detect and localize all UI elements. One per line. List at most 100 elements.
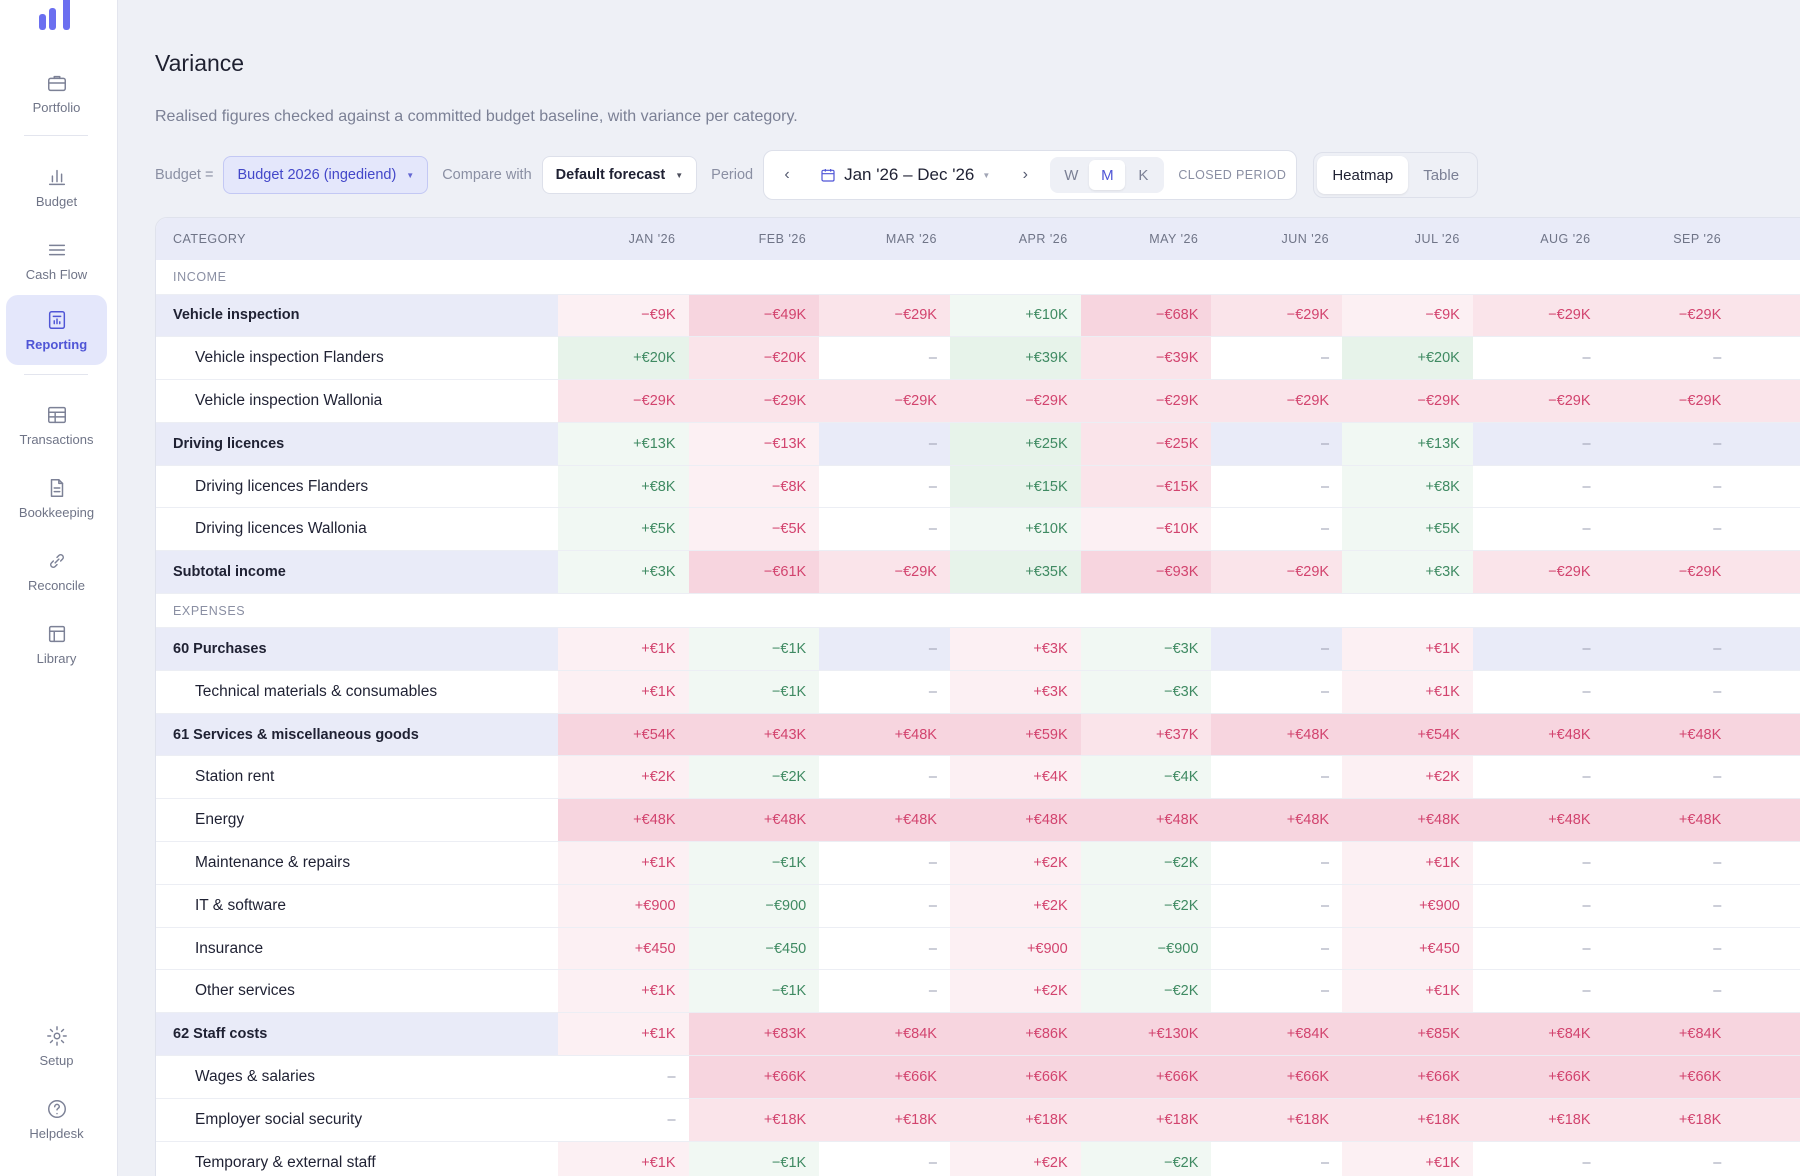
variance-cell[interactable]: +€18K — [819, 1098, 950, 1142]
variance-cell[interactable]: – — [1734, 927, 1800, 971]
variance-cell[interactable]: – — [1211, 884, 1343, 928]
variance-cell[interactable]: +€66K — [1734, 1055, 1800, 1099]
variance-cell[interactable]: – — [1603, 969, 1735, 1014]
column-header-month[interactable]: JUL '26 — [1342, 218, 1473, 260]
variance-cell[interactable]: – — [1603, 755, 1735, 800]
variance-cell[interactable]: −€93K — [1080, 550, 1212, 595]
variance-cell[interactable]: +€3K — [557, 550, 689, 595]
variance-cell[interactable]: +€1K — [557, 969, 689, 1014]
variance-cell[interactable]: −€61K — [688, 550, 820, 595]
table-group-row[interactable]: Vehicle inspection −€9K −€49K −€29K +€10K −€6… — [156, 294, 1800, 338]
variance-cell[interactable]: +€2K — [949, 884, 1081, 928]
variance-cell[interactable]: −€1K — [688, 670, 820, 714]
variance-cell[interactable]: – — [1472, 465, 1604, 509]
column-header-month[interactable]: SEP '26 — [1603, 218, 1735, 260]
variance-cell[interactable]: – — [819, 507, 950, 552]
variance-cell[interactable]: +€48K — [1211, 798, 1343, 843]
variance-cell[interactable]: +€66K — [1472, 1055, 1604, 1099]
variance-cell[interactable]: +€84K — [1603, 1012, 1735, 1057]
variance-cell[interactable]: −€29K — [1472, 379, 1604, 423]
variance-cell[interactable]: – — [819, 969, 950, 1014]
view-heatmap-tab[interactable]: Heatmap — [1317, 156, 1409, 194]
variance-cell[interactable]: −€29K — [1472, 550, 1604, 595]
variance-cell[interactable]: +€1K — [557, 1012, 689, 1057]
variance-cell[interactable]: – — [1603, 927, 1735, 971]
variance-cell[interactable]: +€86K — [949, 1012, 1081, 1057]
variance-cell[interactable]: – — [1734, 755, 1800, 800]
variance-cell[interactable]: – — [1734, 422, 1800, 466]
variance-cell[interactable]: −€2K — [1080, 884, 1212, 928]
table-row[interactable]: Wages & salaries – +€66K +€66K +€66K +€66K +€6… — [156, 1055, 1800, 1099]
variance-cell[interactable]: – — [819, 1141, 950, 1176]
variance-cell[interactable]: – — [1603, 336, 1735, 381]
variance-cell[interactable]: +€59K — [949, 713, 1081, 757]
next-period-button[interactable]: › — [1022, 166, 1028, 183]
variance-cell[interactable]: +€450 — [1342, 927, 1473, 971]
variance-cell[interactable]: −€29K — [1211, 379, 1343, 423]
variance-cell[interactable]: −€29K — [1342, 379, 1473, 423]
variance-cell[interactable]: +€1K — [1342, 841, 1473, 885]
variance-cell[interactable]: – — [1211, 670, 1343, 714]
variance-cell[interactable]: +€2K — [1342, 755, 1473, 800]
variance-cell[interactable]: – — [1472, 627, 1604, 671]
variance-cell[interactable]: +€48K — [1211, 713, 1343, 757]
variance-cell[interactable]: – — [819, 465, 950, 509]
variance-cell[interactable]: −€1K — [688, 627, 820, 671]
variance-cell[interactable]: – — [1472, 755, 1604, 800]
variance-cell[interactable]: −€9K — [557, 294, 689, 338]
variance-cell[interactable]: – — [1211, 507, 1343, 552]
previous-period-button[interactable]: ‹ — [784, 166, 790, 183]
variance-cell[interactable]: – — [1211, 1141, 1343, 1176]
table-row[interactable]: Temporary & external staff +€1K −€1K – +€2K −… — [156, 1141, 1800, 1176]
variance-cell[interactable]: +€18K — [1472, 1098, 1604, 1142]
variance-cell[interactable]: +€48K — [819, 713, 950, 757]
variance-cell[interactable]: +€18K — [688, 1098, 820, 1142]
variance-cell[interactable]: +€13K — [1342, 422, 1473, 466]
variance-cell[interactable]: – — [1472, 507, 1604, 552]
variance-cell[interactable]: +€84K — [1734, 1012, 1800, 1057]
variance-cell[interactable]: +€1K — [1342, 670, 1473, 714]
variance-cell[interactable]: – — [1472, 969, 1604, 1014]
variance-cell[interactable]: +€3K — [1342, 550, 1473, 595]
variance-cell[interactable]: – — [819, 884, 950, 928]
variance-cell[interactable]: −€29K — [819, 550, 950, 595]
variance-cell[interactable]: – — [819, 336, 950, 381]
variance-cell[interactable]: −€29K — [557, 379, 689, 423]
column-header-month[interactable]: MAY '26 — [1080, 218, 1212, 260]
variance-cell[interactable]: +€18K — [1080, 1098, 1212, 1142]
variance-cell[interactable]: +€48K — [1080, 798, 1212, 843]
variance-cell[interactable]: – — [1472, 1141, 1604, 1176]
variance-cell[interactable]: −€29K — [1603, 379, 1735, 423]
date-range-select[interactable]: Jan '26 – Dec '26 ▼ — [820, 165, 990, 185]
variance-cell[interactable]: +€2K — [949, 841, 1081, 885]
variance-cell[interactable]: +€43K — [688, 713, 820, 757]
variance-cell[interactable]: – — [1472, 927, 1604, 971]
variance-cell[interactable]: +€39K — [949, 336, 1081, 381]
variance-cell[interactable]: −€10K — [1080, 507, 1212, 552]
granularity-quarter[interactable]: K — [1138, 166, 1149, 184]
variance-cell[interactable]: +€20K — [557, 336, 689, 381]
sidebar-item-budget[interactable]: Budget — [6, 152, 107, 222]
variance-cell[interactable]: −€29K — [1734, 379, 1800, 423]
column-header-month[interactable]: AUG '26 — [1472, 218, 1604, 260]
variance-cell[interactable]: – — [1603, 422, 1735, 466]
variance-cell[interactable]: +€10K — [949, 294, 1081, 338]
table-row[interactable]: Technical materials & consumables +€1K −€1… — [156, 670, 1800, 714]
variance-cell[interactable]: +€48K — [1472, 713, 1604, 757]
variance-cell[interactable]: +€66K — [1080, 1055, 1212, 1099]
variance-cell[interactable]: −€29K — [1734, 294, 1800, 338]
variance-cell[interactable]: – — [1734, 1141, 1800, 1176]
variance-cell[interactable]: +€66K — [1211, 1055, 1343, 1099]
variance-cell[interactable]: – — [557, 1055, 689, 1099]
variance-cell[interactable]: +€1K — [557, 627, 689, 671]
variance-cell[interactable]: −€29K — [1603, 294, 1735, 338]
variance-cell[interactable]: −€4K — [1080, 755, 1212, 800]
variance-cell[interactable]: +€48K — [688, 798, 820, 843]
variance-cell[interactable]: −€29K — [1211, 550, 1343, 595]
sidebar-item-library[interactable]: Library — [6, 609, 107, 679]
variance-cell[interactable]: – — [1211, 755, 1343, 800]
table-group-row[interactable]: Driving licences +€13K −€13K – +€25K −€25K – +€… — [156, 422, 1800, 466]
variance-cell[interactable]: – — [819, 670, 950, 714]
sidebar-item-transactions[interactable]: Transactions — [6, 390, 107, 460]
variance-cell[interactable]: – — [1603, 670, 1735, 714]
